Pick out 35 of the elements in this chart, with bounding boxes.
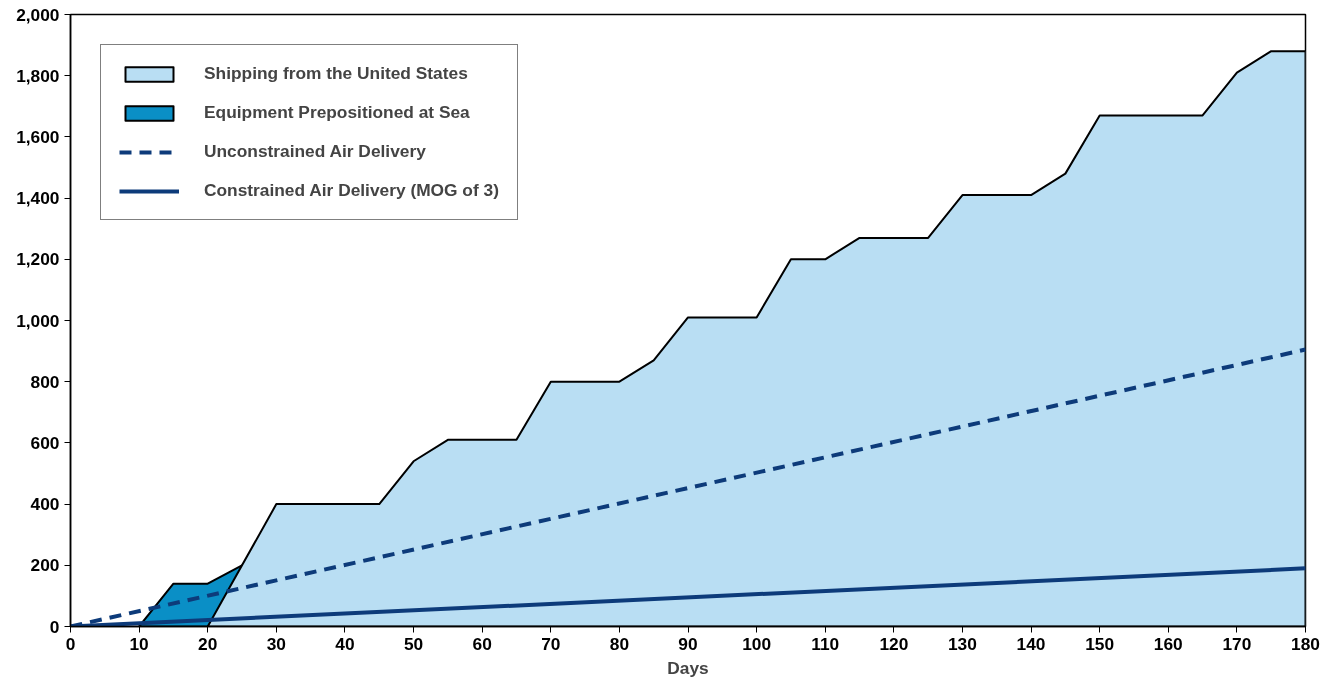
x-tick-label: 120 — [879, 633, 909, 654]
x-tick-label: 150 — [1085, 633, 1115, 654]
x-tick-label: 50 — [403, 633, 424, 654]
legend-label: Constrained Air Delivery (MOG of 3) — [204, 180, 499, 201]
y-tick-label: 0 — [49, 616, 60, 637]
x-tick-label: 20 — [198, 633, 218, 654]
legend-label: Equipment Prepositioned at Sea — [204, 102, 470, 123]
x-tick-label: 140 — [1016, 633, 1046, 654]
y-tick-label: 400 — [30, 494, 60, 515]
x-tick-label: 90 — [678, 633, 698, 654]
legend-label: Unconstrained Air Delivery — [204, 141, 426, 162]
x-tick-label: 130 — [947, 633, 977, 654]
x-tick-label: 30 — [266, 633, 286, 654]
y-tick-label: 800 — [30, 371, 60, 392]
y-tick-label: 1,200 — [16, 249, 60, 270]
x-axis-title: Days — [667, 657, 709, 678]
y-tick-label: 200 — [30, 555, 60, 576]
y-tick-label: 600 — [30, 432, 60, 453]
y-tick-label: 1,400 — [16, 188, 60, 209]
y-tick-label: 1,000 — [16, 310, 60, 331]
y-tick-label: 2,000 — [16, 4, 60, 25]
x-tick-label: 110 — [811, 633, 840, 654]
x-tick-label: 60 — [472, 633, 492, 654]
x-tick-label: 40 — [335, 633, 355, 654]
x-tick-label: 70 — [541, 633, 561, 654]
x-tick-label: 0 — [65, 633, 76, 654]
x-tick-label: 80 — [609, 633, 630, 654]
x-tick-label: 10 — [129, 633, 149, 654]
x-tick-label: 180 — [1291, 633, 1320, 654]
legend-label: Shipping from the United States — [204, 63, 468, 84]
x-tick-label: 100 — [742, 633, 772, 654]
y-tick-label: 1,600 — [16, 126, 60, 147]
x-tick-label: 160 — [1153, 633, 1183, 654]
x-tick-label: 170 — [1222, 633, 1252, 654]
y-tick-label: 1,800 — [16, 65, 60, 86]
